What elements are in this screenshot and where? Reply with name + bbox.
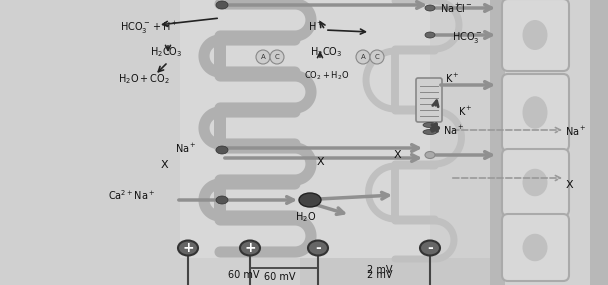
- Text: $\mathregular{Na^+}$: $\mathregular{Na^+}$: [565, 125, 587, 138]
- Text: $\mathregular{CO_2+H_2O}$: $\mathregular{CO_2+H_2O}$: [304, 70, 349, 82]
- Text: A: A: [261, 54, 265, 60]
- Text: C: C: [375, 54, 379, 60]
- Text: $\mathregular{K^+}$: $\mathregular{K^+}$: [458, 105, 472, 118]
- Circle shape: [356, 50, 370, 64]
- Ellipse shape: [425, 5, 435, 11]
- Ellipse shape: [240, 241, 260, 255]
- Text: $\mathregular{Na^+}$: $\mathregular{Na^+}$: [175, 142, 196, 155]
- FancyBboxPatch shape: [502, 74, 569, 151]
- Ellipse shape: [423, 129, 437, 135]
- Text: $\mathregular{X}$: $\mathregular{X}$: [316, 155, 325, 167]
- Ellipse shape: [522, 96, 547, 129]
- Ellipse shape: [308, 241, 328, 255]
- Text: $\mathregular{HCO_3^-}$: $\mathregular{HCO_3^-}$: [452, 30, 482, 45]
- Text: 2 mV: 2 mV: [367, 270, 393, 280]
- Text: 2 mV: 2 mV: [367, 265, 393, 275]
- Text: A: A: [361, 54, 365, 60]
- Ellipse shape: [425, 152, 435, 158]
- Text: $\mathregular{H_2CO_3}$: $\mathregular{H_2CO_3}$: [310, 45, 342, 59]
- Text: $\mathregular{H_2O + CO_2}$: $\mathregular{H_2O + CO_2}$: [118, 72, 170, 86]
- Polygon shape: [505, 0, 590, 285]
- Ellipse shape: [522, 169, 547, 196]
- Ellipse shape: [178, 241, 198, 255]
- Text: $\mathregular{Na^+}$: $\mathregular{Na^+}$: [443, 124, 465, 137]
- Polygon shape: [0, 0, 300, 285]
- Ellipse shape: [216, 1, 228, 9]
- Circle shape: [370, 50, 384, 64]
- Text: $\mathregular{Na^+}$: $\mathregular{Na^+}$: [440, 2, 461, 15]
- Ellipse shape: [425, 32, 435, 38]
- Text: $\mathregular{HCO_3^- + H^+}$: $\mathregular{HCO_3^- + H^+}$: [120, 20, 178, 36]
- FancyBboxPatch shape: [502, 0, 569, 71]
- Polygon shape: [180, 0, 430, 258]
- Polygon shape: [490, 0, 608, 285]
- Text: $\mathregular{K^+}$: $\mathregular{K^+}$: [445, 72, 460, 85]
- Text: $\mathregular{H_2CO_3}$: $\mathregular{H_2CO_3}$: [150, 45, 182, 59]
- Ellipse shape: [522, 234, 547, 261]
- Text: $\mathregular{H^+}$: $\mathregular{H^+}$: [308, 20, 323, 33]
- Text: -: -: [315, 241, 321, 255]
- FancyBboxPatch shape: [502, 214, 569, 281]
- Text: $\mathregular{Ca^{2+} Na^+}$: $\mathregular{Ca^{2+} Na^+}$: [108, 188, 156, 202]
- Circle shape: [270, 50, 284, 64]
- Polygon shape: [430, 0, 490, 258]
- Circle shape: [256, 50, 270, 64]
- Ellipse shape: [423, 123, 437, 127]
- Ellipse shape: [299, 193, 321, 207]
- Text: $\mathregular{X}$: $\mathregular{X}$: [393, 148, 402, 160]
- Text: $\mathregular{Cl^-}$: $\mathregular{Cl^-}$: [455, 2, 473, 14]
- FancyBboxPatch shape: [416, 78, 442, 122]
- Ellipse shape: [216, 196, 228, 204]
- Text: $\mathregular{H_2O}$: $\mathregular{H_2O}$: [295, 210, 316, 224]
- Text: 60 mV: 60 mV: [228, 270, 260, 280]
- Text: -: -: [427, 241, 433, 255]
- FancyBboxPatch shape: [502, 149, 569, 216]
- Text: 60 mV: 60 mV: [264, 272, 295, 282]
- Text: $\mathregular{X}$: $\mathregular{X}$: [565, 178, 575, 190]
- Ellipse shape: [522, 20, 547, 50]
- Ellipse shape: [216, 146, 228, 154]
- Text: +: +: [244, 241, 256, 255]
- Text: +: +: [182, 241, 194, 255]
- Ellipse shape: [420, 241, 440, 255]
- Text: $\mathregular{X}$: $\mathregular{X}$: [160, 158, 169, 170]
- Text: C: C: [275, 54, 279, 60]
